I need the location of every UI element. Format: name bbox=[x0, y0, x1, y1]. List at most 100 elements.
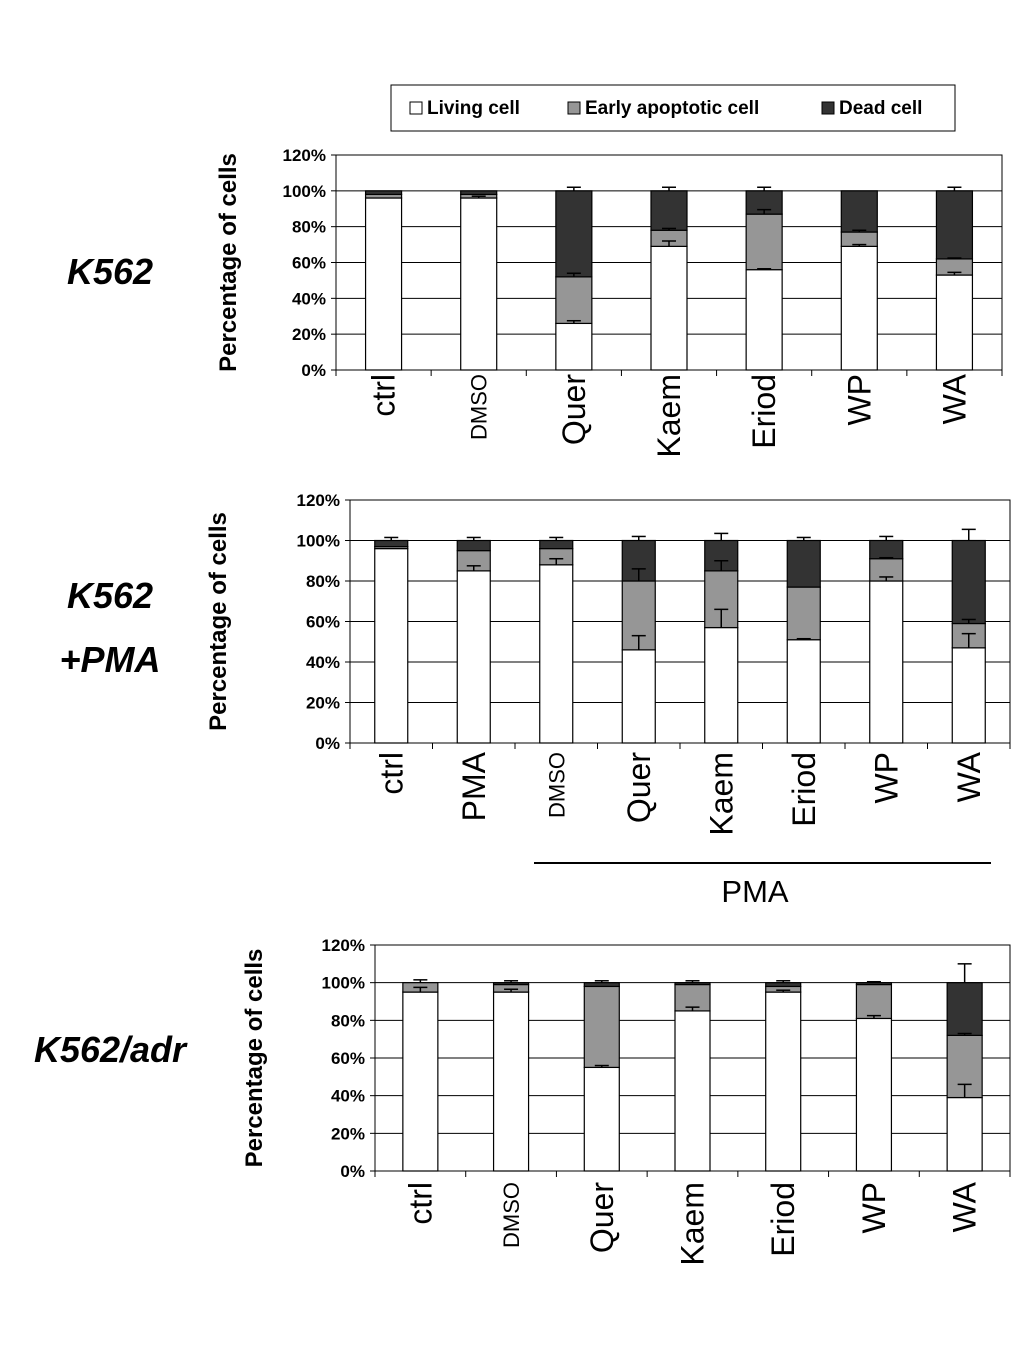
x-tick-label: ctrl bbox=[373, 752, 409, 795]
bar-segment-living-kaem bbox=[674, 1010, 711, 1172]
x-tick-label: Kaem bbox=[651, 374, 687, 458]
bar-segment-living-kaem bbox=[650, 245, 688, 371]
bar-segment-living-quer bbox=[555, 322, 593, 371]
bar-segment-dead-wp bbox=[840, 190, 878, 233]
chart-k562adr: 0% 20% 40% 60% 80% 100% 120% Percentage of cell… bbox=[241, 936, 1011, 1266]
bar-segment-living-eriod bbox=[786, 639, 821, 744]
y-tick-label: 40% bbox=[331, 1087, 365, 1106]
bar-segment-living-dmso bbox=[539, 564, 574, 744]
y-tick-label: 40% bbox=[306, 653, 340, 672]
bar-segment-living-kaem bbox=[704, 626, 739, 744]
y-tick-label: 20% bbox=[306, 694, 340, 713]
y-axis-label: Percentage of cells bbox=[241, 949, 268, 1168]
bar-segment-dead-quer bbox=[555, 190, 593, 278]
bar-segment-dead-wa bbox=[935, 190, 974, 260]
x-tick-label: Quer bbox=[556, 374, 592, 445]
bar-segment-early-quer bbox=[555, 276, 593, 325]
legend-label-dead: Dead cell bbox=[839, 98, 922, 119]
bar-segment-living-wp bbox=[840, 245, 878, 371]
bar-segment-dead-pma bbox=[456, 539, 491, 552]
bar-segment-living-quer bbox=[621, 649, 656, 744]
bar-segment-early-quer bbox=[583, 985, 620, 1069]
x-tick-label: DMSO bbox=[544, 752, 569, 818]
y-axis-label: Percentage of cells bbox=[215, 153, 242, 372]
x-tick-label: WA bbox=[947, 1181, 983, 1232]
x-tick-label: ctrl bbox=[366, 374, 402, 417]
x-tick-label: WP bbox=[868, 752, 904, 804]
bar-segment-living-ctrl bbox=[364, 197, 403, 371]
x-tick-label: PMA bbox=[456, 751, 492, 821]
x-tick-label: Eriod bbox=[786, 752, 822, 827]
x-tick-label: Kaem bbox=[675, 1182, 711, 1266]
y-tick-label: 100% bbox=[283, 182, 326, 201]
y-tick-label: 80% bbox=[331, 1011, 365, 1030]
y-tick-label: 120% bbox=[322, 936, 365, 955]
x-tick-label: DMSO bbox=[499, 1182, 524, 1248]
bar-segment-living-wp bbox=[869, 580, 904, 744]
row-label-k562: K562 bbox=[67, 251, 153, 292]
bar-segment-early-eriod bbox=[786, 586, 821, 641]
bar-segment-early-wp bbox=[855, 983, 893, 1020]
bar-segment-living-dmso bbox=[460, 197, 498, 371]
x-tick-label: WP bbox=[841, 374, 877, 426]
y-tick-label: 60% bbox=[292, 254, 326, 273]
bar-segment-living-quer bbox=[583, 1066, 620, 1172]
x-tick-label: DMSO bbox=[467, 374, 492, 440]
x-tick-label: WA bbox=[951, 751, 987, 802]
x-tick-label: WA bbox=[936, 373, 972, 424]
x-tick-label: ctrl bbox=[402, 1182, 438, 1225]
y-tick-label: 120% bbox=[297, 491, 340, 510]
y-tick-label: 80% bbox=[292, 218, 326, 237]
y-tick-label: 20% bbox=[292, 325, 326, 344]
pma-group-label: PMA bbox=[721, 874, 789, 909]
bar-segment-living-wp bbox=[855, 1017, 893, 1172]
bar-segment-living-ctrl bbox=[374, 547, 409, 744]
bar-segment-dead-ctrl bbox=[364, 190, 403, 196]
y-tick-label: 100% bbox=[322, 974, 365, 993]
x-tick-label: Eriod bbox=[765, 1182, 801, 1257]
bar-segment-dead-ctrl bbox=[374, 539, 409, 548]
bar-segment-living-dmso bbox=[492, 991, 530, 1172]
bar-segment-dead-eriod bbox=[786, 539, 821, 588]
x-tick-label: Quer bbox=[584, 1182, 620, 1253]
chart-k562-pma: 0% 20% 40% 60% 80% 100% 120% Percentage of cell… bbox=[205, 491, 1011, 836]
bar-segment-dead-quer bbox=[583, 982, 620, 988]
bar-segment-dead-wp bbox=[869, 539, 904, 560]
y-tick-label: 0% bbox=[315, 734, 340, 753]
bar-segment-living-wa bbox=[951, 647, 986, 744]
bar-segment-dead-dmso bbox=[539, 539, 574, 550]
x-tick-label: Quer bbox=[621, 752, 657, 823]
bar-segment-living-eriod bbox=[745, 269, 783, 371]
bar-segment-dead-wp bbox=[855, 982, 893, 986]
y-tick-label: 100% bbox=[297, 532, 340, 551]
legend: Living cell Early apoptotic cell Dead ce… bbox=[390, 84, 956, 132]
legend-label-early: Early apoptotic cell bbox=[585, 98, 759, 119]
row-label-k562-pma: K562 bbox=[67, 575, 153, 616]
bar-segment-living-ctrl bbox=[402, 991, 439, 1172]
y-tick-label: 0% bbox=[301, 361, 326, 380]
y-tick-label: 60% bbox=[331, 1049, 365, 1068]
x-tick-label: WP bbox=[856, 1182, 892, 1234]
bar-segment-early-eriod bbox=[745, 213, 783, 271]
y-tick-label: 80% bbox=[306, 572, 340, 591]
legend-label-living: Living cell bbox=[427, 98, 520, 119]
y-tick-label: 60% bbox=[306, 613, 340, 632]
bar-segment-dead-kaem bbox=[650, 190, 688, 231]
bar-segment-dead-wa bbox=[946, 982, 983, 1037]
row-label-k562adr: K562/adr bbox=[34, 1029, 188, 1070]
y-tick-label: 20% bbox=[331, 1124, 365, 1143]
chart-k562: 0% 20% 40% 60% 80% 100% 120% Percentage of cell… bbox=[215, 146, 1003, 458]
bar-segment-living-wa bbox=[946, 1096, 983, 1172]
bar-segment-dead-wa bbox=[951, 539, 986, 625]
legend-box bbox=[390, 84, 956, 132]
legend-swatch-living bbox=[409, 101, 423, 115]
legend-swatch-early bbox=[567, 101, 581, 115]
legend-swatch-dead bbox=[821, 101, 835, 115]
bar-segment-dead-eriod bbox=[765, 982, 802, 988]
y-tick-label: 120% bbox=[283, 146, 326, 165]
y-tick-label: 40% bbox=[292, 289, 326, 308]
x-tick-label: Kaem bbox=[703, 752, 739, 836]
bar-segment-living-eriod bbox=[765, 991, 802, 1172]
y-tick-label: 0% bbox=[340, 1162, 365, 1181]
